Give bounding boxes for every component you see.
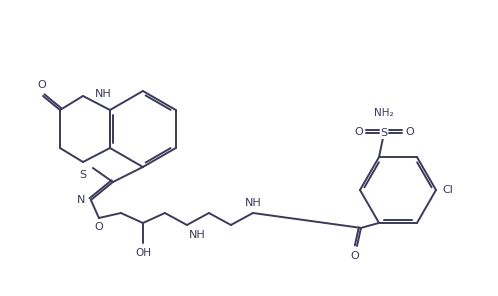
Text: OH: OH bbox=[135, 248, 151, 258]
Text: NH₂: NH₂ bbox=[374, 108, 394, 118]
Text: NH: NH bbox=[95, 89, 112, 99]
Text: O: O bbox=[38, 80, 46, 90]
Text: O: O bbox=[95, 222, 103, 232]
Text: O: O bbox=[354, 127, 363, 136]
Text: NH: NH bbox=[189, 230, 206, 240]
Text: O: O bbox=[405, 127, 414, 136]
Text: N: N bbox=[77, 195, 85, 205]
Text: NH: NH bbox=[245, 198, 261, 208]
Text: Cl: Cl bbox=[442, 185, 453, 195]
Text: S: S bbox=[80, 170, 87, 180]
Text: S: S bbox=[380, 128, 387, 138]
Text: O: O bbox=[351, 251, 360, 261]
